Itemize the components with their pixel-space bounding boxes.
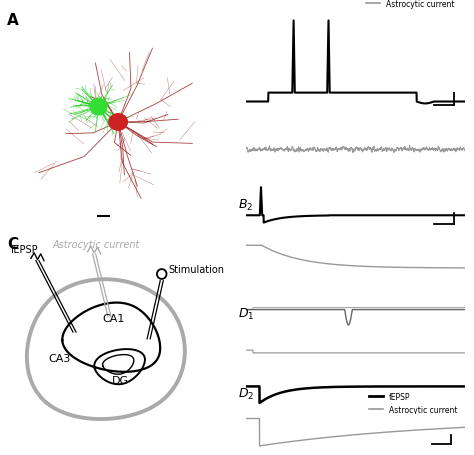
Text: $D_2$: $D_2$ xyxy=(238,386,254,401)
Text: $B_2$: $B_2$ xyxy=(238,197,253,212)
Text: A: A xyxy=(7,14,18,28)
Legend: Neuronal potential, Astrocytic current: Neuronal potential, Astrocytic current xyxy=(363,0,461,12)
Text: DG: DG xyxy=(112,376,129,386)
Text: $D_1$: $D_1$ xyxy=(238,306,254,322)
Ellipse shape xyxy=(109,115,128,131)
Text: CA3: CA3 xyxy=(48,354,71,364)
Text: fEPSP: fEPSP xyxy=(11,244,39,254)
Text: CA1: CA1 xyxy=(102,313,125,323)
Text: C: C xyxy=(7,237,18,252)
Legend: fEPSP, Astrocytic current: fEPSP, Astrocytic current xyxy=(366,389,461,417)
Circle shape xyxy=(90,99,107,116)
Text: Stimulation: Stimulation xyxy=(168,264,224,274)
Text: Astrocytic current: Astrocytic current xyxy=(53,240,140,250)
